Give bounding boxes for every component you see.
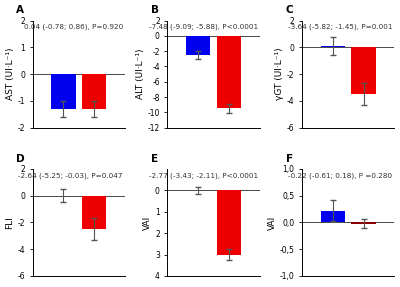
- Bar: [352, 222, 376, 224]
- Text: 0.04 (-0.78; 0.86), P=0.920: 0.04 (-0.78; 0.86), P=0.920: [24, 24, 123, 30]
- Text: -2.77 (-3.43; -2.11), P<0.0001: -2.77 (-3.43; -2.11), P<0.0001: [149, 172, 258, 179]
- Text: A: A: [16, 5, 24, 15]
- Bar: [82, 74, 106, 109]
- Text: -2.64 (-5.25; -0.03), P=0.047: -2.64 (-5.25; -0.03), P=0.047: [18, 172, 123, 179]
- Text: -7.48 (-9.09; -5.88), P<0.0001: -7.48 (-9.09; -5.88), P<0.0001: [149, 24, 258, 30]
- Y-axis label: VAI: VAI: [143, 215, 152, 230]
- Text: B: B: [151, 5, 159, 15]
- Bar: [82, 196, 106, 229]
- Text: C: C: [286, 5, 293, 15]
- Bar: [216, 190, 241, 255]
- Bar: [321, 46, 345, 47]
- Text: -0.22 (-0.61; 0.18), P =0.280: -0.22 (-0.61; 0.18), P =0.280: [288, 172, 393, 179]
- Text: D: D: [16, 154, 25, 164]
- Y-axis label: FLI: FLI: [6, 216, 14, 229]
- Bar: [352, 47, 376, 94]
- Y-axis label: γGT (UI·L⁻¹): γGT (UI·L⁻¹): [275, 48, 284, 100]
- Bar: [186, 36, 210, 55]
- Y-axis label: ALT (UI·L⁻¹): ALT (UI·L⁻¹): [136, 49, 145, 99]
- Text: -3.64 (-5.82; -1.45), P=0.001: -3.64 (-5.82; -1.45), P=0.001: [288, 24, 393, 30]
- Bar: [321, 211, 345, 222]
- Y-axis label: VAI: VAI: [268, 215, 277, 230]
- Y-axis label: AST (UI·L⁻¹): AST (UI·L⁻¹): [6, 48, 15, 100]
- Text: E: E: [151, 154, 158, 164]
- Bar: [51, 74, 76, 109]
- Text: F: F: [286, 154, 293, 164]
- Bar: [216, 36, 241, 108]
